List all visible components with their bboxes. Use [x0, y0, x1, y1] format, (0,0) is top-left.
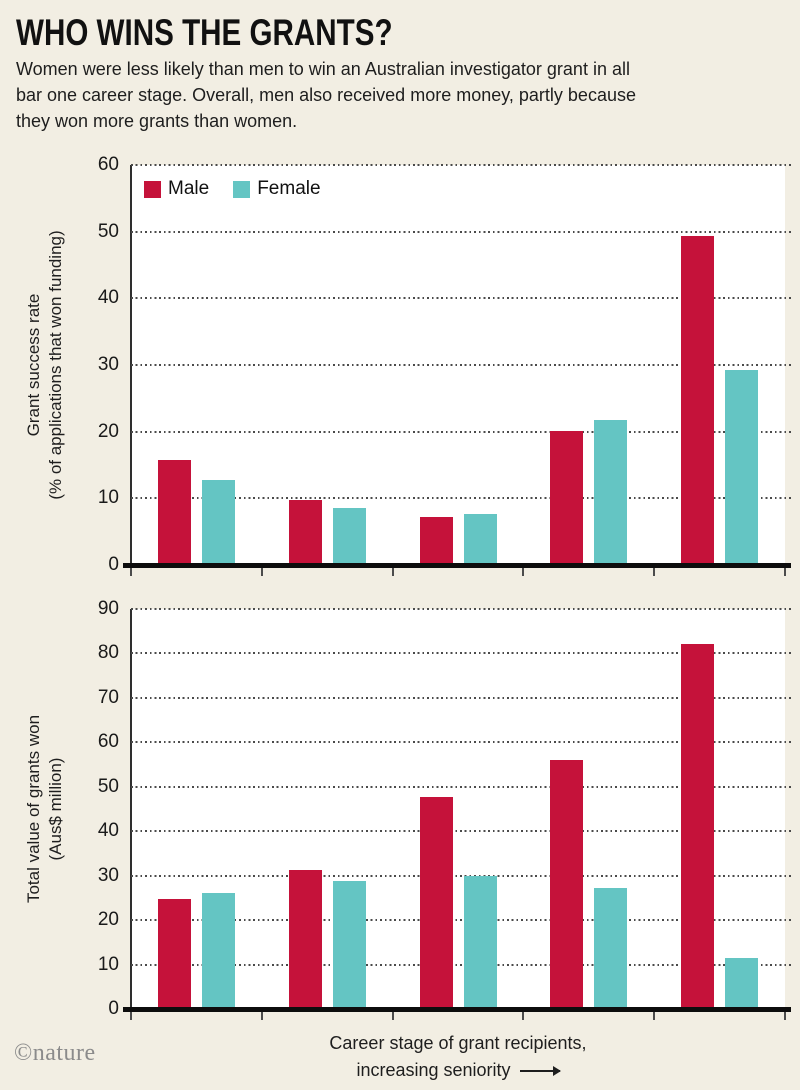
x-axis-tick: [391, 568, 394, 576]
bar-female-group-5: [725, 958, 759, 1009]
nature-credit: ©nature: [14, 1040, 96, 1066]
x-axis-tick: [522, 1012, 525, 1020]
success-rate-chart: Male Female 0 10 20 30 40 50 60: [98, 154, 792, 576]
bar-male-group-5: [681, 236, 715, 565]
x-axis-tick: [653, 1012, 656, 1020]
y-tick-label-50: 50: [97, 220, 119, 242]
right-arrow-icon: [519, 1065, 561, 1076]
gridline-50: [131, 230, 792, 233]
male-color-swatch: [144, 180, 161, 198]
y-tick-label-70: 70: [97, 686, 119, 708]
y-tick-label-30: 30: [97, 354, 119, 375]
bar-male-group-5: [681, 644, 715, 1009]
bar-male-group-2: [288, 499, 322, 565]
bar-female-group-1: [202, 893, 235, 1009]
gridline-80: [131, 652, 792, 655]
gridline-90: [131, 608, 792, 610]
x-axis-tick: [130, 1012, 132, 1020]
x-axis-tick: [130, 568, 132, 576]
female-color-swatch: [233, 180, 251, 198]
y-axis-label-grant-value: Total value of grants won (Aus$ million): [24, 714, 65, 904]
y-tick-label-10: 10: [97, 487, 119, 509]
bar-male-group-1: [158, 898, 191, 1009]
y-tick-label-20: 20: [97, 420, 119, 442]
x-axis-tick: [260, 568, 263, 576]
bar-female-group-3: [463, 876, 497, 1009]
bar-female-group-3: [463, 514, 497, 565]
y-tick-label-20: 20: [97, 909, 119, 931]
subtitle-line: bar one career stage. Overall, men also …: [16, 85, 636, 105]
y-tick-label-80: 80: [97, 642, 119, 664]
subtitle-line: Women were less likely than men to win a…: [16, 59, 630, 79]
bar-male-group-3: [419, 517, 453, 565]
legend: Male Female: [144, 178, 321, 200]
x-axis-tick: [653, 568, 656, 576]
bar-male-group-4: [550, 759, 584, 1009]
y-tick-label-0: 0: [108, 554, 119, 575]
gridline-30: [131, 874, 792, 877]
gridline-10: [131, 963, 792, 966]
bar-female-group-4: [594, 887, 628, 1009]
bar-male-group-4: [550, 431, 584, 565]
y-tick-label-60: 60: [97, 731, 119, 753]
gridline-10: [131, 497, 792, 500]
bar-female-group-2: [332, 508, 366, 565]
legend-label-male: Male: [168, 178, 210, 199]
gridline-20: [131, 430, 792, 433]
x-axis-label-line2: increasing seniority: [131, 1057, 785, 1084]
y-tick-label-40: 40: [97, 820, 119, 842]
bar-male-group-1: [158, 459, 191, 565]
y-tick-label-30: 30: [97, 864, 119, 886]
grant-value-chart: 0 10 20 30 40 50 60 70 80 90: [98, 598, 792, 1020]
legend-item-female: Female: [233, 178, 321, 200]
figure-title: WHO WINS THE GRANTS?: [16, 12, 393, 53]
bar-male-group-3: [419, 797, 453, 1009]
bar-female-group-2: [332, 881, 366, 1009]
y-tick-label-60: 60: [97, 154, 119, 175]
y-tick-label-90: 90: [97, 598, 119, 619]
x-axis-tick: [784, 568, 786, 576]
y-tick-label-40: 40: [97, 287, 119, 309]
gridline-40: [131, 297, 792, 300]
x-axis-tick: [522, 568, 525, 576]
bar-female-group-1: [202, 479, 235, 565]
gridline-60: [131, 164, 792, 166]
y-axis-label-success-rate: Grant success rate (% of applications th…: [24, 230, 65, 500]
y-tick-label-0: 0: [108, 998, 119, 1019]
y-tick-label-50: 50: [97, 775, 119, 797]
x-axis-tick: [391, 1012, 394, 1020]
subtitle-line: they won more grants than women.: [16, 111, 298, 131]
gridline-40: [131, 830, 792, 833]
y-tick-label-10: 10: [97, 953, 119, 975]
gridline-20: [131, 919, 792, 922]
legend-item-male: Male: [144, 178, 209, 200]
gridline-50: [131, 785, 792, 788]
x-axis-line: [123, 563, 791, 568]
x-axis-label: Career stage of grant recipients, increa…: [131, 1030, 785, 1084]
bar-female-group-5: [725, 369, 759, 565]
y-axis-line: [130, 609, 132, 1009]
figure-subtitle: Women were less likely than men to win a…: [16, 56, 636, 134]
x-axis-tick: [260, 1012, 263, 1020]
x-axis-tick: [784, 1012, 786, 1020]
gridline-70: [131, 696, 792, 699]
bar-female-group-4: [594, 420, 628, 565]
x-axis-line: [123, 1007, 791, 1012]
gridline-60: [131, 741, 792, 744]
x-axis-label-line1: Career stage of grant recipients,: [329, 1033, 587, 1053]
legend-label-female: Female: [257, 178, 321, 199]
gridline-30: [131, 364, 792, 366]
bar-male-group-2: [288, 870, 322, 1009]
